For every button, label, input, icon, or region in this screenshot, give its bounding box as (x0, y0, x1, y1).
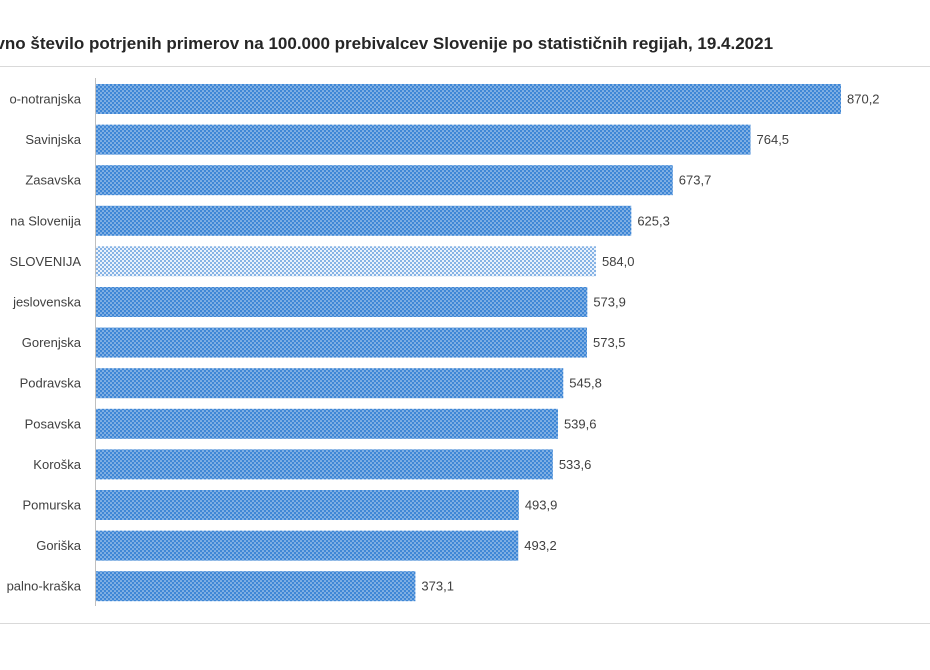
value-label: 539,6 (564, 416, 597, 431)
category-label: palno-kraška (7, 579, 82, 594)
chart-title: evno število potrjenih primerov na 100.0… (0, 34, 774, 53)
bar-0 (96, 84, 841, 114)
value-label: 573,9 (593, 295, 626, 310)
bar-9 (96, 449, 553, 480)
value-label: 764,5 (757, 132, 790, 147)
category-label: Pomurska (22, 498, 81, 513)
category-label: Gorenjska (22, 335, 82, 350)
category-label: Goriška (36, 538, 82, 553)
category-label: na Slovenija (10, 213, 82, 228)
bar-2 (96, 165, 673, 196)
bar-8 (96, 408, 558, 439)
bar-3 (96, 205, 632, 236)
value-label: 625,3 (637, 213, 670, 228)
bar-7 (96, 368, 564, 399)
bar-11 (96, 530, 519, 561)
value-label: 493,2 (524, 538, 557, 553)
bar-1 (96, 124, 751, 155)
value-label: 533,6 (559, 457, 592, 472)
value-label: 673,7 (679, 173, 712, 188)
category-label: Zasavska (25, 173, 81, 188)
value-label: 584,0 (602, 254, 635, 269)
bar-5 (96, 287, 588, 317)
bar-10 (96, 490, 519, 520)
category-label: Koroška (33, 457, 81, 472)
category-label: jeslovenska (12, 295, 82, 310)
value-label: 493,9 (525, 498, 558, 513)
bars-group: o-notranjska 870,2 Savinjska 764,5 Zasavska 6… (7, 84, 880, 602)
bar-6 (96, 327, 587, 358)
category-label: Podravska (20, 376, 82, 391)
value-label: 545,8 (569, 376, 602, 391)
value-label: 573,5 (593, 335, 626, 350)
category-label: o-notranjska (9, 92, 81, 107)
category-label: SLOVENIJA (9, 254, 81, 269)
value-label: 870,2 (847, 92, 880, 107)
chart-frame (0, 66, 930, 624)
value-label: 373,1 (421, 579, 454, 594)
category-label: Savinjska (25, 132, 81, 147)
bar-12 (96, 571, 416, 602)
bar-4 (96, 246, 596, 277)
category-label: Posavska (25, 416, 82, 431)
